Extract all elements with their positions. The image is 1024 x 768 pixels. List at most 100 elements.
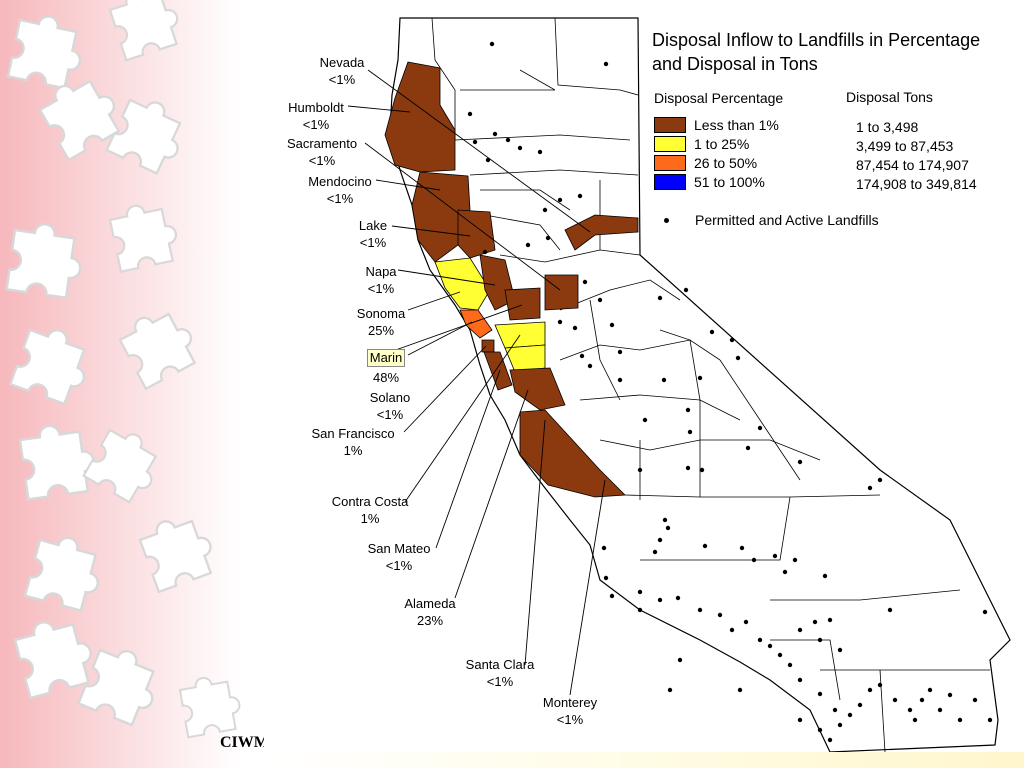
legend-percentage-heading: Disposal Percentage — [654, 90, 784, 106]
landfill-point — [489, 41, 495, 47]
county-san-francisco — [481, 339, 495, 353]
county-value: <1% — [359, 235, 387, 250]
landfill-point — [702, 543, 708, 549]
county-name: Napa — [365, 264, 397, 279]
landfill-point — [687, 429, 693, 435]
landfill-point — [642, 417, 648, 423]
landfill-point — [837, 722, 843, 728]
county-label-marin: Marin 48% — [360, 349, 412, 386]
landfill-point — [557, 197, 563, 203]
county-name: Sacramento — [286, 136, 358, 151]
landfill-point — [797, 717, 803, 723]
legend-item-1-to-25: 1 to 25% — [654, 135, 749, 153]
landfill-point — [685, 407, 691, 413]
landfill-point — [847, 712, 853, 718]
landfill-point — [717, 612, 723, 618]
landfill-point — [661, 377, 667, 383]
county-value: 1% — [360, 511, 380, 526]
landfill-point — [505, 137, 511, 143]
landfill-point — [685, 465, 691, 471]
county-lake — [457, 209, 496, 259]
landfill-point — [517, 145, 523, 151]
landfill-point — [817, 691, 823, 697]
landfill-point — [577, 193, 583, 199]
landfill-point — [637, 467, 643, 473]
county-name: Sonoma — [356, 306, 406, 321]
landfill-point — [957, 717, 963, 723]
landfill-point — [837, 647, 843, 653]
landfill-point — [472, 139, 478, 145]
landfill-point — [797, 627, 803, 633]
county-label-solano: Solano <1% — [360, 389, 420, 423]
landfill-point — [767, 643, 773, 649]
landfill-point — [709, 329, 715, 335]
landfill-point — [737, 687, 743, 693]
county-solano — [504, 287, 541, 321]
landfill-point — [667, 687, 673, 693]
tons-item: 87,454 to 174,907 — [856, 157, 969, 173]
county-label-monterey: Monterey <1% — [530, 694, 610, 728]
county-value: 23% — [416, 613, 444, 628]
landfill-point — [867, 687, 873, 693]
landfill-point — [582, 279, 588, 285]
landfill-legend-label: Permitted and Active Landfills — [695, 212, 879, 228]
landfill-point — [743, 619, 749, 625]
county-label-humboldt: Humboldt <1% — [278, 99, 354, 133]
landfill-point — [492, 131, 498, 137]
county-name: Contra Costa — [331, 494, 409, 509]
county-value: <1% — [367, 281, 395, 296]
county-name: Lake — [358, 218, 388, 233]
county-value: <1% — [486, 674, 514, 689]
landfill-point — [817, 637, 823, 643]
landfill-point — [745, 445, 751, 451]
landfill-point — [542, 207, 548, 213]
tons-item: 1 to 3,498 — [856, 119, 919, 135]
landfill-point — [877, 682, 883, 688]
county-name: Solano — [369, 390, 411, 405]
swatch-yellow — [654, 136, 686, 152]
landfill-point — [772, 553, 778, 559]
landfill-point — [587, 363, 593, 369]
county-name: Nevada — [319, 55, 365, 70]
county-name-tooltip: Marin — [366, 349, 406, 367]
county-label-alameda: Alameda 23% — [396, 595, 464, 629]
landfill-dot-icon — [664, 217, 669, 223]
county-nevada — [564, 214, 639, 251]
landfill-point — [665, 525, 671, 531]
landfill-point — [729, 337, 735, 343]
landfill-point — [617, 377, 623, 383]
landfill-point — [601, 545, 607, 551]
county-value: <1% — [385, 558, 413, 573]
county-name: Santa Clara — [465, 657, 535, 672]
landfill-point — [617, 349, 623, 355]
county-name: San Francisco — [311, 426, 395, 441]
county-san-mateo — [483, 351, 513, 391]
landfill-point — [877, 477, 883, 483]
landfill-point — [919, 697, 925, 703]
landfill-point — [797, 677, 803, 683]
landfill-point — [467, 111, 473, 117]
landfill-point — [525, 242, 531, 248]
footer-logo-text: CIWMB — [220, 734, 264, 751]
county-label-sacramento: Sacramento <1% — [282, 135, 362, 169]
legend-item-26-to-50: 26 to 50% — [654, 154, 757, 172]
landfill-point — [947, 692, 953, 698]
landfill-point — [677, 657, 683, 663]
swatch-blue — [654, 174, 686, 190]
landfill-point — [907, 707, 913, 713]
county-borders — [431, 17, 990, 753]
landfill-point — [637, 607, 643, 613]
county-value: <1% — [302, 117, 330, 132]
landfill-point — [987, 717, 993, 723]
landfill-point — [683, 287, 689, 293]
county-value: 25% — [367, 323, 395, 338]
county-sacramento — [544, 274, 579, 311]
landfill-point — [892, 697, 898, 703]
landfill-point — [887, 607, 893, 613]
county-mendocino — [411, 171, 471, 263]
landfill-point — [652, 549, 658, 555]
county-label-contra-costa: Contra Costa 1% — [322, 493, 418, 527]
landfill-point — [777, 652, 783, 658]
landfill-point — [739, 545, 745, 551]
landfill-point — [751, 557, 757, 563]
